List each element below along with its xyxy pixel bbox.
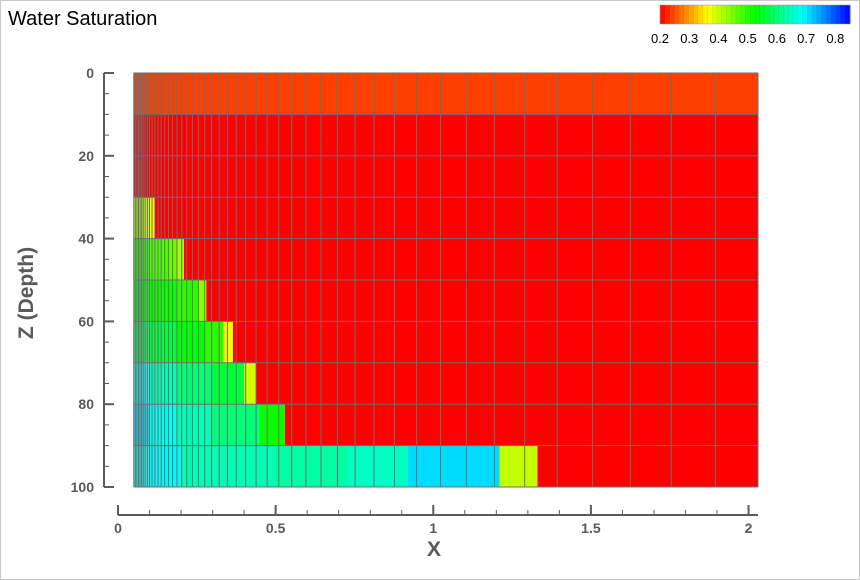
cell-layer2-seg0 — [133, 155, 758, 198]
y-tick-label-1: 20 — [78, 148, 94, 164]
legend-swatch-36 — [831, 5, 837, 24]
legend-swatch-34 — [821, 5, 827, 24]
legend-swatch-29 — [797, 5, 803, 24]
legend-swatch-28 — [793, 5, 799, 24]
color-legend: 0.2 0.3 0.4 0.5 0.6 0.7 0.8 — [651, 4, 851, 46]
y-tick-label-0: 0 — [86, 65, 94, 81]
legend-swatch-9 — [702, 5, 708, 24]
y-tick-label-3: 60 — [78, 313, 94, 329]
legend-swatch-23 — [769, 5, 775, 24]
legend-swatch-11 — [712, 5, 718, 24]
cell-layer9-seg5 — [499, 445, 538, 487]
legend-swatch-35 — [826, 5, 832, 24]
x-tick-label-4: 2 — [745, 520, 753, 536]
cell-layer5-seg3 — [198, 280, 207, 322]
legend-swatch-13 — [721, 5, 727, 24]
cell-layer6-seg4 — [223, 321, 234, 363]
legend-swatch-15 — [731, 5, 737, 24]
legend-swatch-27 — [788, 5, 794, 24]
x-tick-label-2: 1 — [429, 520, 437, 536]
legend-swatch-33 — [816, 5, 822, 24]
legend-label-4: 0.6 — [768, 31, 786, 46]
legend-label-3: 0.5 — [739, 31, 757, 46]
cell-layer6-seg2 — [176, 321, 205, 363]
cell-layer7-seg3 — [212, 362, 245, 405]
grid-lines — [133, 72, 759, 488]
legend-swatch-0 — [660, 5, 666, 24]
legend-label-6: 0.8 — [826, 31, 844, 46]
cell-layer9-seg4 — [408, 445, 500, 487]
x-tick-label-3: 1.5 — [581, 520, 601, 536]
cell-layer3-seg1 — [143, 197, 150, 239]
cell-layer9-seg6 — [537, 445, 758, 487]
legend-label-5: 0.7 — [797, 31, 815, 46]
legend-swatch-30 — [802, 5, 808, 24]
legend-swatch-21 — [759, 5, 765, 24]
legend-swatch-32 — [812, 5, 818, 24]
cell-layer8-seg2 — [176, 404, 213, 446]
heatmap-cells — [133, 73, 758, 487]
y-tick-label-2: 40 — [78, 231, 94, 247]
legend-swatch-8 — [698, 5, 704, 24]
cell-layer9-seg2 — [275, 445, 349, 487]
cell-layer9-seg0 — [133, 445, 182, 487]
legend-label-0: 0.2 — [651, 31, 669, 46]
y-tick-label-4: 80 — [78, 396, 94, 412]
legend-swatch-25 — [778, 5, 784, 24]
legend-swatch-20 — [755, 5, 761, 24]
cell-layer9-seg1 — [181, 445, 276, 487]
cell-layer1-seg0 — [133, 114, 758, 156]
legend-swatch-5 — [683, 5, 689, 24]
cell-layer7-seg2 — [176, 362, 213, 405]
legend-swatch-1 — [664, 5, 670, 24]
legend-swatch-12 — [717, 5, 723, 24]
legend-swatch-6 — [688, 5, 694, 24]
legend-swatch-22 — [764, 5, 770, 24]
legend-swatch-38 — [840, 5, 846, 24]
legend-swatch-17 — [740, 5, 746, 24]
legend-swatch-26 — [783, 5, 789, 24]
legend-swatch-31 — [807, 5, 813, 24]
cell-layer9-seg3 — [348, 445, 409, 487]
x-axis-title: X — [427, 538, 441, 561]
axes: 0 20 40 60 80 100 0 0.5 1 1.5 2 — [71, 65, 758, 536]
legend-swatch-14 — [726, 5, 732, 24]
cell-layer6-seg3 — [204, 321, 224, 363]
legend-swatch-18 — [745, 5, 751, 24]
cell-layer8-seg4 — [259, 404, 286, 446]
cell-layer0-seg0 — [133, 73, 758, 115]
chart-title: Water Saturation — [8, 8, 158, 30]
cell-layer8-seg5 — [285, 404, 758, 446]
y-tick-label-5: 100 — [71, 479, 95, 495]
y-axis-title: Z (Depth) — [15, 247, 38, 339]
cell-layer4-seg1 — [149, 238, 169, 280]
cell-layer4-seg3 — [176, 238, 185, 280]
legend-swatch-39 — [845, 5, 851, 24]
legend-swatch-7 — [693, 5, 699, 24]
legend-border — [659, 4, 851, 25]
cell-layer7-seg5 — [256, 362, 758, 405]
legend-swatch-24 — [774, 5, 780, 24]
cell-layer6-seg5 — [233, 321, 758, 363]
legend-swatch-2 — [669, 5, 675, 24]
cell-layer4-seg4 — [184, 238, 758, 280]
legend-label-1: 0.3 — [680, 31, 698, 46]
legend-label-2: 0.4 — [709, 31, 727, 46]
x-tick-label-0: 0 — [114, 520, 122, 536]
legend-swatch-3 — [674, 5, 680, 24]
legend-swatch-37 — [835, 5, 841, 24]
legend-swatch-10 — [707, 5, 713, 24]
legend-swatch-4 — [679, 5, 685, 24]
cell-layer5-seg2 — [176, 280, 199, 322]
legend-swatch-19 — [750, 5, 756, 24]
x-tick-label-1: 0.5 — [266, 520, 286, 536]
cell-layer7-seg4 — [244, 362, 257, 405]
legend-swatch-16 — [736, 5, 742, 24]
cell-layer3-seg3 — [154, 197, 758, 239]
cell-layer5-seg4 — [206, 280, 758, 322]
